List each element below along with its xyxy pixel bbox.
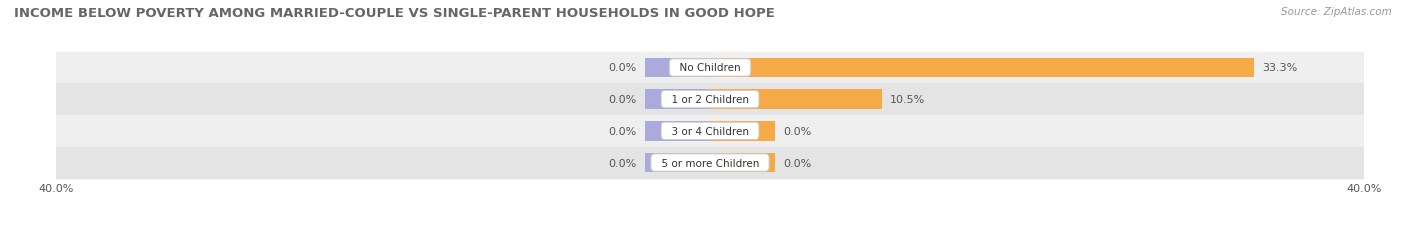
Text: 0.0%: 0.0% <box>609 63 637 73</box>
Text: Source: ZipAtlas.com: Source: ZipAtlas.com <box>1281 7 1392 17</box>
Text: INCOME BELOW POVERTY AMONG MARRIED-COUPLE VS SINGLE-PARENT HOUSEHOLDS IN GOOD HO: INCOME BELOW POVERTY AMONG MARRIED-COUPL… <box>14 7 775 20</box>
Bar <box>710 90 882 109</box>
Bar <box>644 122 710 141</box>
Text: 33.3%: 33.3% <box>1263 63 1298 73</box>
Text: 10.5%: 10.5% <box>890 95 925 105</box>
Bar <box>56 52 1364 84</box>
Bar <box>56 84 1364 116</box>
Text: No Children: No Children <box>673 63 747 73</box>
Text: 5 or more Children: 5 or more Children <box>655 158 765 168</box>
Bar <box>644 90 710 109</box>
Bar <box>644 153 710 173</box>
Text: 0.0%: 0.0% <box>609 126 637 136</box>
Text: 3 or 4 Children: 3 or 4 Children <box>665 126 755 136</box>
Text: 1 or 2 Children: 1 or 2 Children <box>665 95 755 105</box>
Text: 0.0%: 0.0% <box>783 126 811 136</box>
Text: 0.0%: 0.0% <box>609 158 637 168</box>
Text: 0.0%: 0.0% <box>783 158 811 168</box>
Bar <box>56 147 1364 179</box>
Bar <box>56 116 1364 147</box>
Bar <box>710 153 776 173</box>
Text: 0.0%: 0.0% <box>609 95 637 105</box>
Bar <box>710 58 1254 78</box>
Bar <box>710 122 776 141</box>
Bar <box>644 58 710 78</box>
